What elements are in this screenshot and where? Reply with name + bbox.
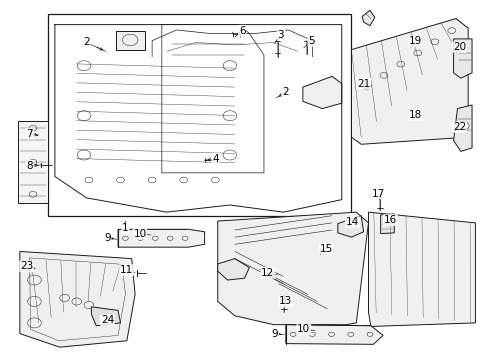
Bar <box>47 14 351 216</box>
Text: 12: 12 <box>261 268 274 278</box>
Text: 2: 2 <box>83 37 90 48</box>
Polygon shape <box>302 76 341 109</box>
Text: 10: 10 <box>297 324 310 334</box>
Text: 7: 7 <box>26 129 33 139</box>
Text: 20: 20 <box>452 42 465 52</box>
Polygon shape <box>217 212 368 325</box>
Polygon shape <box>118 229 204 247</box>
Text: 16: 16 <box>383 215 396 225</box>
Polygon shape <box>368 212 474 327</box>
Text: 1: 1 <box>122 223 128 233</box>
Text: 17: 17 <box>371 189 384 199</box>
Text: 8: 8 <box>26 161 33 171</box>
Polygon shape <box>380 214 393 234</box>
Text: 9: 9 <box>271 329 277 339</box>
Text: 23: 23 <box>20 261 33 271</box>
Polygon shape <box>217 258 249 280</box>
Text: 14: 14 <box>345 217 358 227</box>
Polygon shape <box>91 307 120 326</box>
Polygon shape <box>366 84 377 93</box>
Polygon shape <box>453 39 471 78</box>
Text: 5: 5 <box>307 36 314 46</box>
Polygon shape <box>20 251 135 347</box>
Text: 11: 11 <box>120 265 133 275</box>
Polygon shape <box>351 18 467 144</box>
Polygon shape <box>362 10 374 26</box>
Polygon shape <box>19 121 47 203</box>
Polygon shape <box>453 105 471 152</box>
Text: 2: 2 <box>282 87 288 98</box>
Polygon shape <box>337 216 363 237</box>
Text: 21: 21 <box>356 78 369 89</box>
Text: 18: 18 <box>408 110 422 120</box>
Text: 3: 3 <box>277 30 284 40</box>
Text: 4: 4 <box>212 154 218 163</box>
Text: 19: 19 <box>408 36 422 46</box>
Polygon shape <box>116 31 144 50</box>
Text: 15: 15 <box>319 244 332 253</box>
Text: 22: 22 <box>452 122 465 132</box>
Text: 10: 10 <box>133 229 146 239</box>
Text: 9: 9 <box>104 233 110 243</box>
Text: 24: 24 <box>101 315 114 325</box>
Text: 6: 6 <box>238 26 245 36</box>
Text: 13: 13 <box>279 296 292 306</box>
Polygon shape <box>285 325 382 344</box>
